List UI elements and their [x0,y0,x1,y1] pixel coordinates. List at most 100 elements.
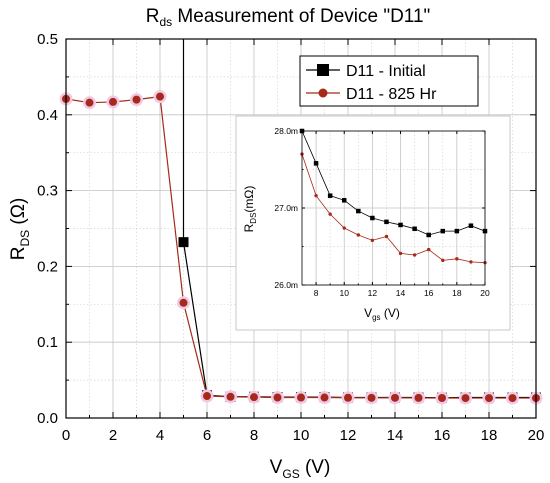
y-axis-title-sub: DS [18,230,32,247]
data-point-circle [356,233,361,237]
series-line-0 [301,130,486,236]
data-point-circle [384,234,389,239]
x-tick-label: 14 [396,288,406,298]
x-axis-title-rest: (V) [300,457,331,478]
data-point-square [412,226,417,232]
inset-y-axis-title: RDS(mΩ) [242,186,258,233]
legend: D11 - Initial D11 - 825 Hr [299,55,479,107]
inset-y-tick-labels: 26.0m 27.0m 28.0m [274,126,298,290]
data-point-circle [469,260,473,264]
data-point-circle [156,92,164,101]
data-point-square [313,161,319,166]
data-point-circle [85,98,94,107]
y-axis-title: RDS (Ω) [8,198,32,261]
x-tick-label: 6 [203,427,211,444]
y-tick-label: 0.2 [37,258,58,275]
data-point-circle [485,394,493,403]
x-tick-label: 20 [528,427,545,444]
inset-plot-frame [301,130,486,286]
inset-x-axis-title-main: V [364,306,372,320]
x-tick-label: 12 [340,427,357,444]
y-tick-label: 28.0m [274,126,298,136]
inset-y-axis-title-sub: DS [249,213,258,224]
y-tick-label: 0.5 [37,31,58,48]
data-point-circle [273,393,282,402]
y-tick-label: 0.1 [37,334,58,351]
legend-label-initial: D11 - Initial [346,63,426,80]
data-point-circle [320,393,329,402]
inset-y-axis-title-main: R [242,223,256,232]
main-plot-frame [65,38,537,419]
data-point-circle [441,258,445,263]
data-point-circle [314,193,318,198]
data-point-circle [398,251,403,256]
data-point-circle [328,212,332,216]
inset-x-axis-title-rest: (V) [381,306,400,320]
y-tick-label: 0.0 [37,410,58,427]
data-point-square [454,228,460,234]
data-point-circle [426,247,431,252]
x-tick-label: 16 [424,288,434,298]
data-point-square [398,222,403,228]
data-point-circle [438,393,446,402]
data-point-circle [344,393,352,402]
data-point-circle [203,392,211,401]
data-point-circle [391,393,399,402]
inset-chart: 8 10 12 14 16 18 20 26.0m 27.0m 28.0m Vgs (V) RD… [235,115,511,331]
data-point-circle [370,238,375,243]
data-point-circle [461,394,470,403]
x-tick-label: 10 [293,427,310,444]
data-point-circle [367,393,376,402]
y-tick-label: 0.3 [37,183,58,200]
data-point-circle [179,298,188,307]
x-tick-label: 2 [109,427,117,444]
main-x-tick-labels: 0 2 4 6 8 10 12 14 16 18 20 [62,427,545,444]
data-point-circle [132,95,141,104]
data-point-circle [109,97,117,106]
legend-marker-825hr [318,88,328,98]
data-point-square [356,208,361,214]
data-point-circle [414,393,423,402]
x-tick-label: 12 [368,288,378,298]
x-tick-label: 20 [480,288,490,298]
chart-title-sub: ds [159,15,172,29]
x-tick-label: 16 [434,427,451,444]
data-point-circle [342,226,346,230]
x-axis-title-sub: GS [282,467,299,481]
data-point-circle [297,393,305,402]
series-line-1 [301,153,486,264]
y-tick-label: 27.0m [274,203,298,213]
inset-x-tick-labels: 8 10 12 14 16 18 20 [314,288,490,298]
data-point-square [468,223,474,228]
inset-y-axis-title-rest: (mΩ) [242,186,256,213]
data-point-square [384,219,389,225]
chart-title-rest: Measurement of Device "D11" [172,6,430,27]
legend-box [299,55,479,107]
x-tick-label: 8 [314,288,319,298]
x-tick-label: 10 [339,288,349,298]
inset-x-axis-title: Vgs (V) [364,306,400,322]
x-tick-label: 14 [387,427,404,444]
data-point-circle [508,394,517,403]
x-tick-label: 4 [156,427,164,444]
x-tick-label: 8 [250,427,258,444]
data-point-square [426,232,431,238]
x-tick-label: 18 [452,288,462,298]
data-point-circle [250,393,258,402]
inset-x-axis-title-sub: gs [372,313,380,322]
data-point-square [327,193,333,198]
x-tick-label: 0 [62,427,70,444]
legend-marker-initial [317,64,329,76]
inset-background [235,115,511,331]
y-tick-label: 0.4 [37,107,58,124]
data-point-circle [226,392,235,401]
data-point-square [440,228,446,234]
chart-title-main: R [146,6,160,27]
data-point-square [370,215,375,221]
x-tick-label: 18 [481,427,498,444]
y-axis-title-main: R [8,247,29,261]
x-axis-title-main: V [270,457,283,478]
data-point-square [178,237,189,248]
y-axis-title-rest: (Ω) [8,198,29,230]
